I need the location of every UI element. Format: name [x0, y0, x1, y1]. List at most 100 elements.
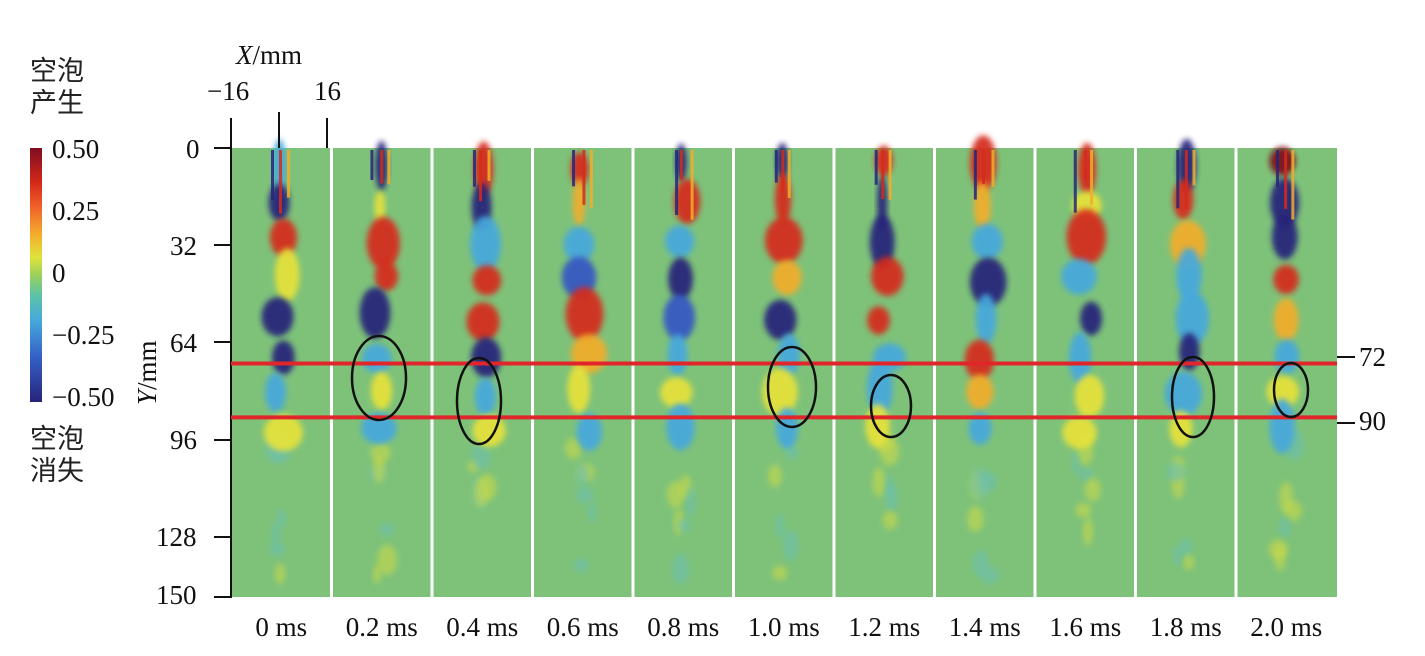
cavity-blob	[673, 178, 701, 225]
wake-blob	[686, 486, 696, 517]
cavity-blob	[1061, 258, 1097, 295]
jet-streak	[1192, 150, 1196, 186]
jet-streak	[781, 150, 785, 192]
wake-blob	[970, 468, 990, 500]
colorbar-tick-1: 0.25	[52, 196, 100, 226]
cavity-blob	[1074, 374, 1105, 418]
x-axis-unit: /mm	[252, 40, 303, 70]
wake-blob	[587, 502, 597, 522]
frame-label-5: 1.0 ms	[747, 612, 820, 642]
jet-streak	[787, 150, 791, 199]
cavity-blob	[370, 371, 393, 410]
cavity-blob	[866, 360, 893, 417]
jet-streak	[582, 150, 586, 205]
cavity-blob	[576, 412, 603, 451]
cavity-blob	[975, 293, 997, 344]
cavity-blob	[1078, 142, 1096, 196]
cavity-blob	[968, 412, 992, 445]
jet-streak	[572, 150, 576, 187]
cavity-blob	[269, 218, 297, 257]
frame-label-9: 1.8 ms	[1149, 612, 1222, 642]
wake-blob	[980, 567, 1000, 584]
jet-streak	[589, 150, 593, 209]
wake-blob	[1078, 468, 1093, 482]
jet-streak	[982, 150, 986, 185]
cavity-blob	[265, 372, 286, 413]
frame-3-cavity	[561, 150, 608, 573]
jet-streak	[279, 150, 283, 214]
wake-blob	[772, 565, 788, 581]
cavity-blob	[474, 377, 496, 416]
wake-blob	[268, 542, 285, 557]
jet-streak	[874, 150, 878, 185]
jet-streak	[1284, 150, 1288, 210]
colorbar-tick-4: −0.50	[52, 382, 115, 412]
frame-2-cavity	[466, 141, 506, 512]
jet-streak	[888, 150, 892, 200]
cavity-blob	[973, 181, 991, 230]
jet-streak	[1090, 150, 1094, 205]
colorbar	[30, 148, 42, 402]
jet-streak	[1176, 150, 1180, 209]
frame-label-4: 0.8 ms	[647, 612, 720, 642]
cavity-blob	[261, 297, 294, 337]
cavity-blob	[1271, 214, 1298, 260]
jet-streak	[479, 150, 483, 202]
wake-blob	[564, 437, 582, 460]
y-tick-label-150: 150	[156, 580, 197, 610]
frame-1-cavity	[359, 140, 400, 584]
wake-blob	[271, 522, 281, 546]
cavity-blob	[359, 287, 391, 339]
jet-streak	[380, 150, 384, 184]
wake-blob	[767, 464, 782, 488]
colorbar-tick-2: 0	[52, 258, 66, 288]
cavity-blobs-layer	[261, 135, 1304, 585]
cavity-blob	[1164, 371, 1203, 416]
y-tick-label-0: 0	[186, 134, 200, 164]
jet-streak	[370, 150, 374, 181]
jet-streak	[679, 150, 683, 181]
wake-blob	[1279, 481, 1293, 513]
wake-blob	[274, 563, 286, 584]
wake-blob	[872, 467, 886, 498]
cavity-blob	[361, 343, 392, 374]
wake-blob	[373, 564, 382, 584]
cavity-blob	[663, 294, 696, 341]
wake-blob	[473, 477, 489, 508]
jet-streak	[991, 150, 995, 188]
ref-line-label-90: 90	[1359, 406, 1386, 436]
cavity-blob	[772, 260, 802, 296]
cavity-blob	[969, 257, 1007, 307]
cavity-blob	[1080, 301, 1103, 336]
wake-blob	[882, 510, 898, 530]
jet-streak	[675, 150, 679, 215]
cavity-blob	[867, 306, 890, 335]
y-tick-label-32: 32	[170, 231, 197, 261]
cavity-blob	[966, 374, 994, 410]
wake-blob	[783, 530, 799, 561]
y-tick-label-128: 128	[156, 522, 197, 552]
y-tick-label-64: 64	[170, 328, 197, 358]
cavity-blob	[1068, 332, 1092, 384]
cavity-blob	[565, 287, 604, 342]
cavity-blob	[774, 173, 792, 225]
jet-streak	[1276, 150, 1280, 188]
x-tick-label-16: 16	[314, 76, 341, 106]
jet-streak	[881, 150, 885, 199]
cavity-blob	[1269, 398, 1295, 454]
wake-blob	[1268, 539, 1288, 560]
wake-blob	[575, 487, 594, 504]
jet-streak	[1083, 150, 1087, 181]
frame-6-cavity	[865, 145, 906, 530]
legend-bottom-line2: 消失	[30, 456, 84, 487]
wake-blob	[1183, 554, 1195, 570]
wake-blob	[377, 544, 397, 576]
wake-blob	[1166, 462, 1186, 482]
cavity-blob	[1173, 179, 1194, 220]
cavity-blob	[1176, 247, 1202, 303]
cavity-blob	[964, 339, 995, 381]
cavity-blob	[263, 414, 303, 452]
cavity-blob	[572, 177, 586, 227]
wake-blob	[672, 553, 690, 585]
wake-blob	[677, 518, 691, 533]
